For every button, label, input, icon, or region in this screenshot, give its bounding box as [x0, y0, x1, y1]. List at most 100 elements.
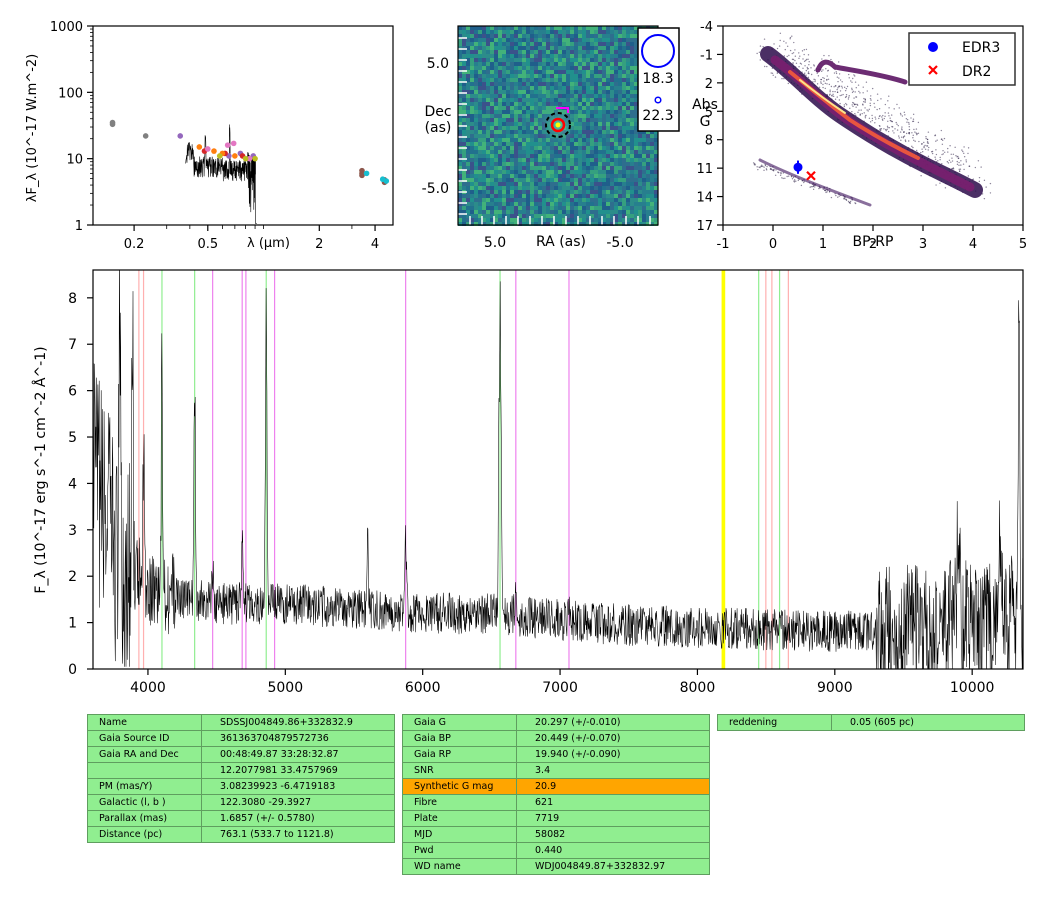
image-pixel [562, 98, 566, 102]
image-pixel [610, 190, 614, 194]
cmd-background-star [814, 80, 816, 83]
image-pixel [562, 150, 566, 154]
image-pixel [498, 102, 502, 106]
image-pixel [534, 90, 538, 94]
image-pixel [618, 154, 622, 158]
image-pixel [542, 154, 546, 158]
image-pixel [482, 66, 486, 70]
image-pixel [582, 62, 586, 66]
cmd-background-star [922, 151, 924, 153]
image-pixel [530, 178, 534, 182]
image-pixel [470, 62, 474, 66]
image-pixel [518, 174, 522, 178]
image-pixel [518, 158, 522, 162]
image-pixel [594, 222, 598, 226]
cmd-background-star [874, 118, 877, 120]
image-pixel [642, 210, 646, 214]
image-pixel [550, 150, 554, 154]
image-pixel [622, 118, 626, 122]
image-pixel [506, 162, 510, 166]
image-pixel [554, 198, 558, 202]
image-pixel [614, 118, 618, 122]
image-pixel [578, 202, 582, 206]
spectrum-ytick-label: 1 [68, 616, 77, 632]
image-pixel [458, 42, 462, 46]
cmd-background-star [791, 52, 793, 55]
image-pixel [458, 122, 462, 126]
cmd-background-star [824, 87, 826, 90]
image-pixel [546, 166, 550, 170]
image-pixel [502, 146, 506, 150]
image-pixel [502, 170, 506, 174]
image-pixel [622, 82, 626, 86]
image-pixel [526, 134, 530, 138]
image-pixel [562, 202, 566, 206]
image-pixel [502, 206, 506, 210]
cmd-background-star [871, 87, 874, 90]
cmd-background-star [862, 86, 864, 88]
cmd-wd-sequence-star [773, 168, 775, 171]
cmd-ylabel-line1: Abs [692, 97, 718, 113]
image-pixel [610, 70, 614, 74]
image-pixel [618, 138, 622, 142]
image-pixel [546, 194, 550, 198]
image-pixel [546, 154, 550, 158]
image-pixel [570, 26, 574, 30]
image-pixel [634, 126, 638, 130]
image-pixel [642, 190, 646, 194]
image-pixel [526, 158, 530, 162]
image-pixel [610, 146, 614, 150]
image-pixel [602, 50, 606, 54]
image-pixel [506, 198, 510, 202]
image-pixel [466, 110, 470, 114]
image-pixel [522, 178, 526, 182]
image-pixel [514, 178, 518, 182]
image-pixel [558, 218, 562, 222]
table-key-cell: Gaia RA and Dec [87, 746, 202, 763]
image-pixel [630, 98, 634, 102]
image-pixel [626, 222, 630, 226]
image-pixel [482, 90, 486, 94]
image-pixel [566, 194, 570, 198]
image-pixel [470, 90, 474, 94]
table-value-cell: 621 [516, 794, 710, 811]
image-pixel [610, 26, 614, 30]
cmd-background-star [834, 90, 836, 93]
image-pixel [590, 182, 594, 186]
image-pixel [570, 170, 574, 174]
image-pixel [546, 82, 550, 86]
cmd-background-star [874, 106, 876, 108]
spectrum-xtick-label: 9000 [817, 680, 853, 696]
image-pixel [526, 182, 530, 186]
image-pixel [490, 190, 494, 194]
image-pixel [578, 70, 582, 74]
image-pixel [558, 146, 562, 150]
image-pixel [614, 102, 618, 106]
image-pixel [538, 198, 542, 202]
image-pixel [530, 102, 534, 106]
image-pixel [482, 170, 486, 174]
image-pixel [546, 38, 550, 42]
spectrum-ylabel: F_λ (10^-17 erg s^-1 cm^-2 Å^-1) [32, 346, 49, 593]
image-pixel [594, 30, 598, 34]
image-pixel [630, 46, 634, 50]
cmd-background-star [884, 128, 887, 131]
cmd-background-star [844, 89, 847, 92]
image-pixel [530, 98, 534, 102]
image-pixel [614, 90, 618, 94]
image-pixel [594, 198, 598, 202]
image-pixel [518, 142, 522, 146]
image-pixel [634, 134, 638, 138]
cmd-background-star [854, 75, 856, 77]
image-pixel [482, 222, 486, 226]
image-pixel [554, 46, 558, 50]
image-pixel [526, 114, 530, 118]
image-pixel [462, 178, 466, 182]
cmd-background-star [878, 108, 881, 110]
spectrum-xtick-label: 6000 [405, 680, 441, 696]
cmd-xtick-label: -1 [717, 237, 730, 252]
image-pixel [490, 218, 494, 222]
image-pixel [514, 30, 518, 34]
image-pixel [650, 170, 654, 174]
image-pixel [578, 42, 582, 46]
